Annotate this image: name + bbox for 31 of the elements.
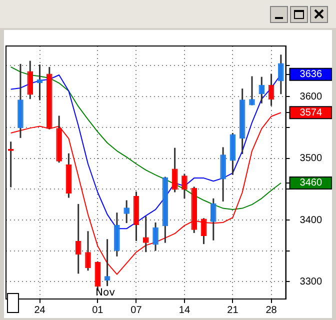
candlestick xyxy=(268,73,274,107)
candlestick xyxy=(249,75,255,106)
y-tick-label: 3574 xyxy=(300,107,322,118)
y-tick-label: 3400 xyxy=(300,214,322,226)
x-tick-label: 01 xyxy=(92,304,104,316)
x-tick-label: 24 xyxy=(34,304,46,316)
candlestick xyxy=(182,172,188,200)
y-tick-label: 3636 xyxy=(300,69,322,80)
candlestick xyxy=(220,146,226,202)
candlestick xyxy=(278,54,284,95)
y-tick-label: 3460 xyxy=(300,178,322,189)
candlestick xyxy=(75,203,82,274)
x-tick-label: 14 xyxy=(178,304,190,316)
y-tick-label: 3300 xyxy=(300,276,322,288)
candlestick xyxy=(142,216,149,253)
y-tick-label: 3600 xyxy=(300,91,322,102)
candlestick xyxy=(172,147,178,193)
candlestick xyxy=(124,200,130,224)
candlestick xyxy=(200,217,207,245)
x-tick-label: 28 xyxy=(266,304,278,316)
candlestick xyxy=(258,76,265,104)
y-tick-label: 3500 xyxy=(300,153,322,164)
candlestick xyxy=(114,212,120,258)
candlestick xyxy=(104,238,110,287)
candlestick xyxy=(152,222,158,252)
x-tick-label: 21 xyxy=(227,304,239,316)
candlestick xyxy=(85,230,91,272)
candlestick xyxy=(210,198,216,242)
x-tick-label: 07 xyxy=(130,304,142,316)
annotation: Nov xyxy=(96,288,116,299)
candlestick xyxy=(27,60,34,100)
